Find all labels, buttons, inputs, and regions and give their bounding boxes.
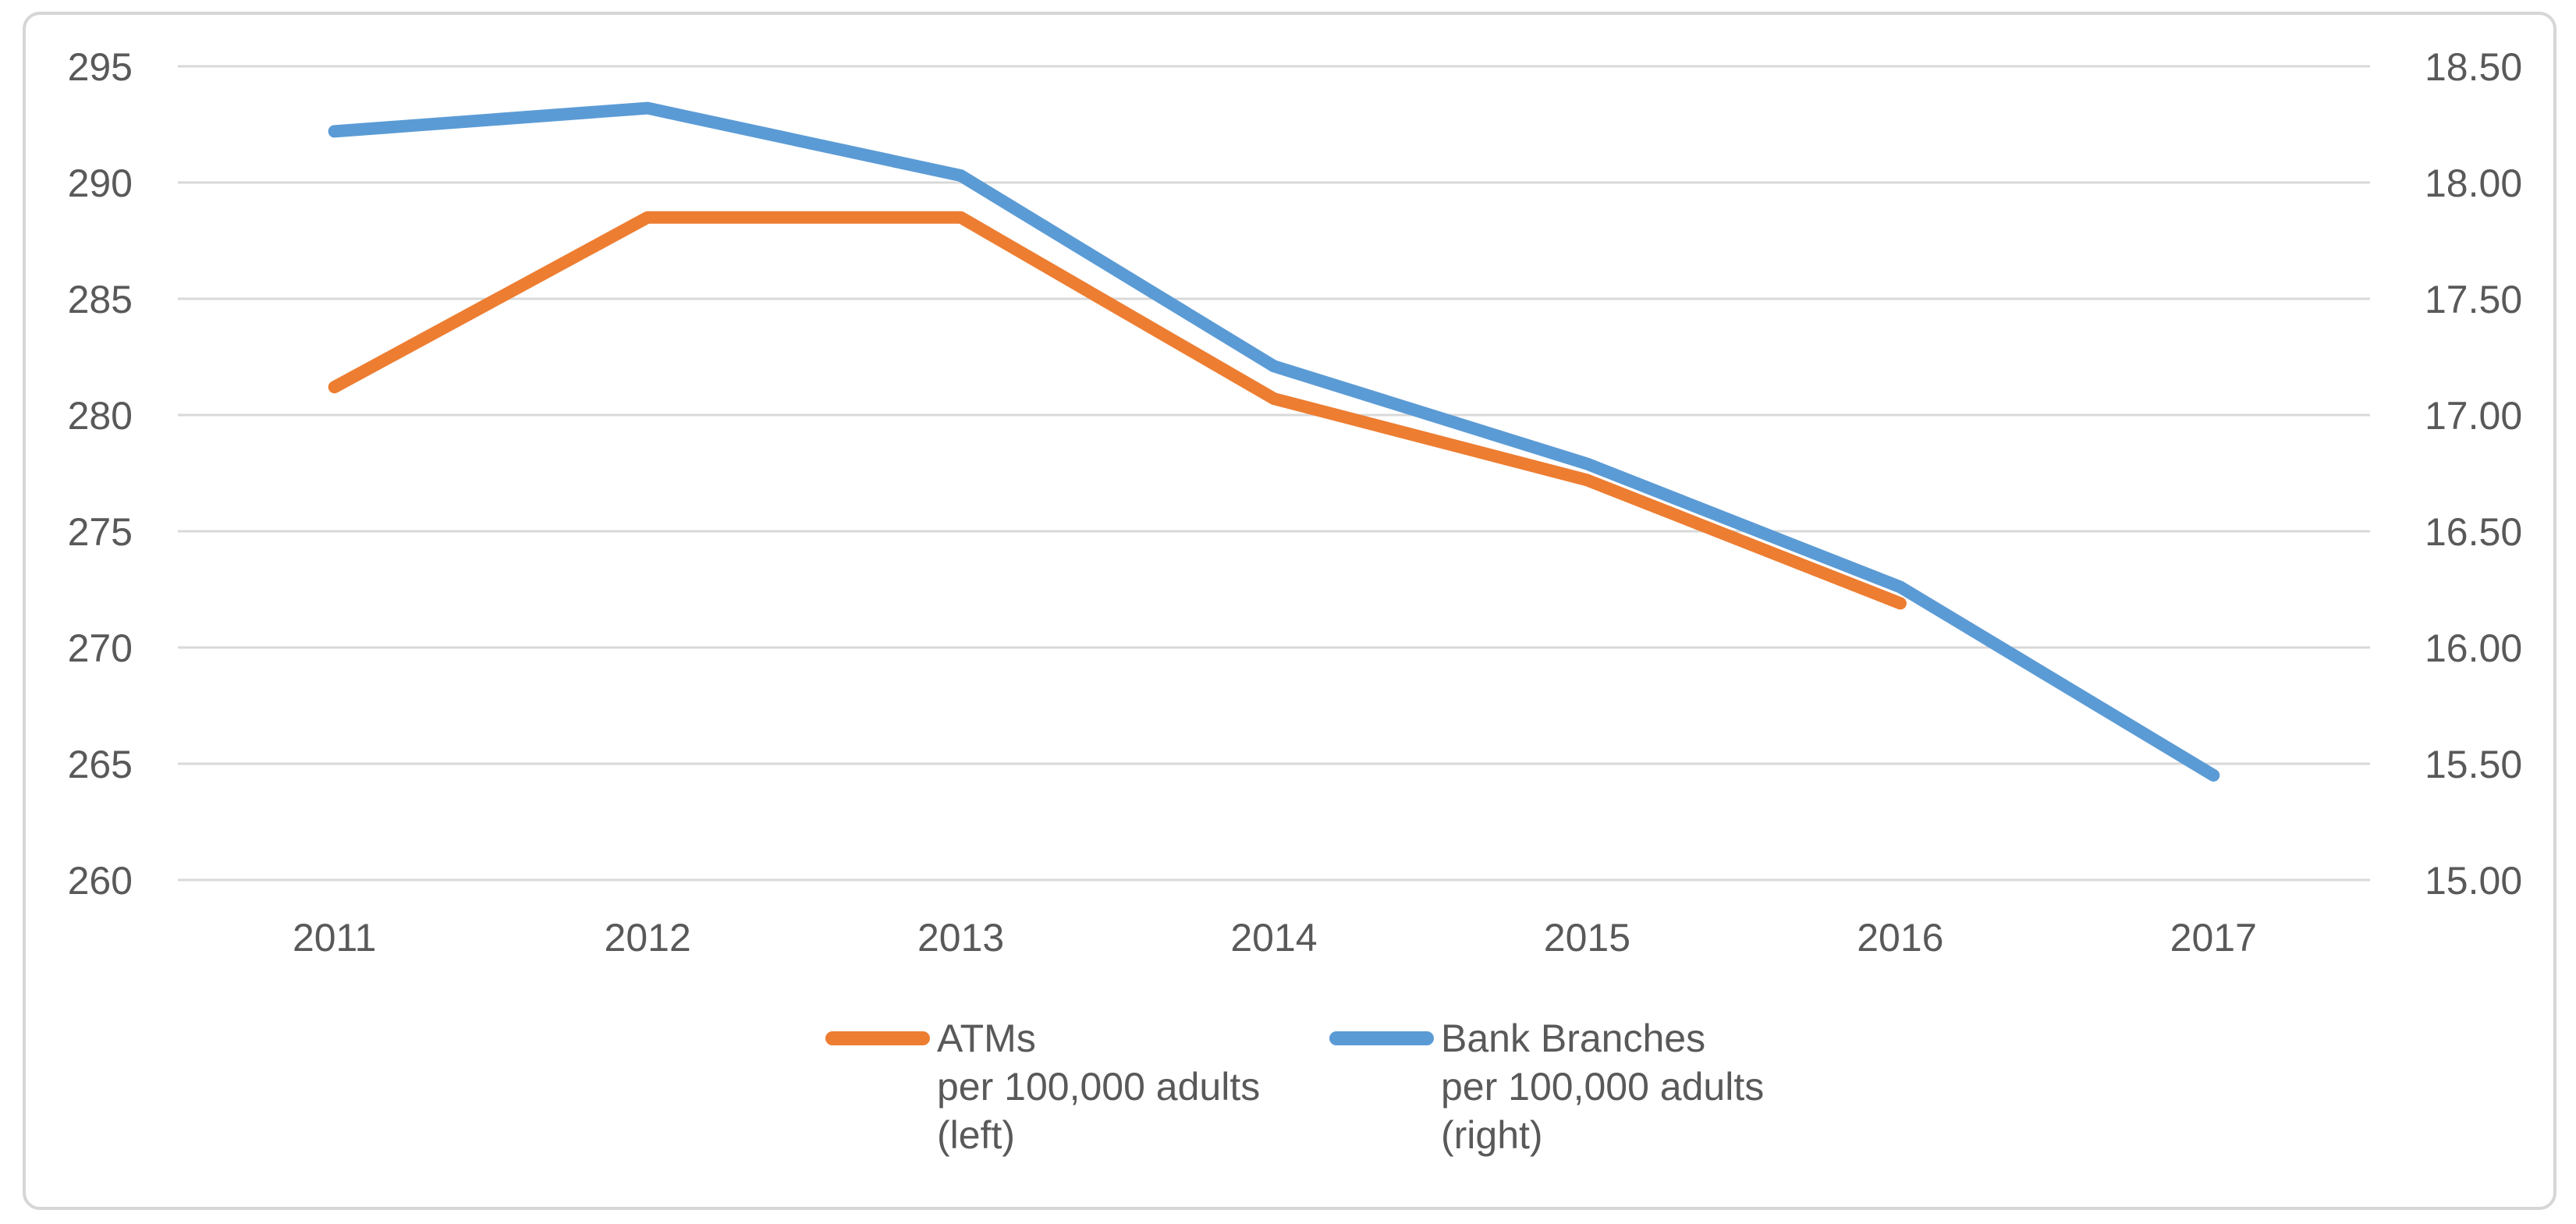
x-axis-year-label: 2013 (917, 916, 1004, 960)
chart-frame (23, 12, 2556, 1210)
x-axis-year-label: 2015 (1544, 916, 1630, 960)
bank-branches-line-series (328, 101, 2220, 782)
right-axis-tick-label: 17.50 (2425, 278, 2522, 321)
left-axis-tick-label: 285 (68, 278, 133, 321)
x-axis-year-label: 2011 (293, 916, 377, 960)
left-axis-tick-label: 280 (68, 394, 133, 438)
right-axis-tick-label: 17.00 (2425, 394, 2522, 438)
right-axis-tick-label: 18.50 (2425, 45, 2522, 89)
left-axis-tick-label: 270 (68, 626, 133, 670)
left-axis-tick-label: 295 (68, 45, 133, 89)
right-axis-tick-label: 16.50 (2425, 510, 2522, 554)
x-axis-year-label: 2016 (1857, 916, 1943, 960)
left-axis-tick-label: 290 (68, 161, 133, 205)
right-axis-tick-label: 15.50 (2425, 743, 2522, 786)
right-axis-tick-label: 15.00 (2425, 859, 2522, 903)
x-axis-year-label: 2017 (2170, 916, 2257, 960)
right-axis-tick-label: 16.00 (2425, 626, 2522, 670)
x-axis-year-label: 2012 (605, 916, 691, 960)
left-axis-tick-label: 265 (68, 743, 133, 786)
left-axis-tick-label: 275 (68, 510, 133, 554)
right-axis-tick-label: 18.00 (2425, 161, 2522, 205)
x-axis-year-label: 2014 (1230, 916, 1317, 960)
atms-line-series (328, 211, 1907, 610)
left-axis-tick-label: 260 (68, 859, 133, 903)
